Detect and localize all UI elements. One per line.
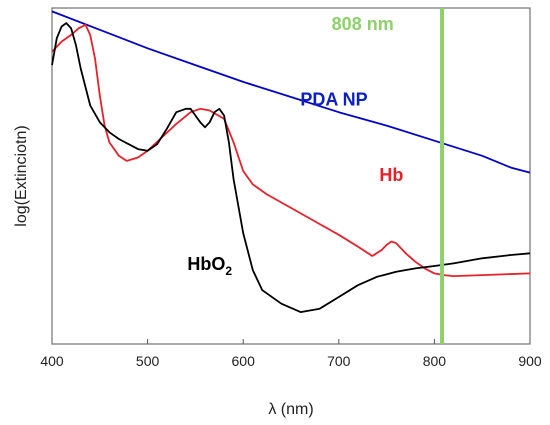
x-tick-label: 500 <box>136 353 160 369</box>
y-axis-title: log(Extinciotn) <box>13 125 30 226</box>
series-layer <box>51 10 531 314</box>
series-line-pda-np <box>51 10 531 174</box>
x-tick-label: 900 <box>518 353 542 369</box>
x-tick-label: 800 <box>423 353 447 369</box>
x-axis-title: λ (nm) <box>268 401 313 418</box>
series-line-hb <box>51 23 531 278</box>
x-tick-label: 600 <box>232 353 256 369</box>
plot-area: 400 500 600 700 800 900 <box>40 7 542 369</box>
plot-frame <box>51 7 531 345</box>
x-axis-ticks: 400 500 600 700 800 900 <box>40 339 542 369</box>
annotation-pda-np: PDA NP <box>300 89 367 109</box>
annotation-hbo2: HbO2 <box>187 254 232 278</box>
annotation-hbo2-main: HbO <box>187 254 225 274</box>
annotation-hbo2-subscript: 2 <box>225 264 232 278</box>
x-tick-label: 700 <box>327 353 351 369</box>
annotation-hb: Hb <box>379 165 403 185</box>
series-line-hbo2 <box>51 22 531 314</box>
x-tick-label: 400 <box>40 353 64 369</box>
annotation-808nm: 808 nm <box>332 14 394 34</box>
